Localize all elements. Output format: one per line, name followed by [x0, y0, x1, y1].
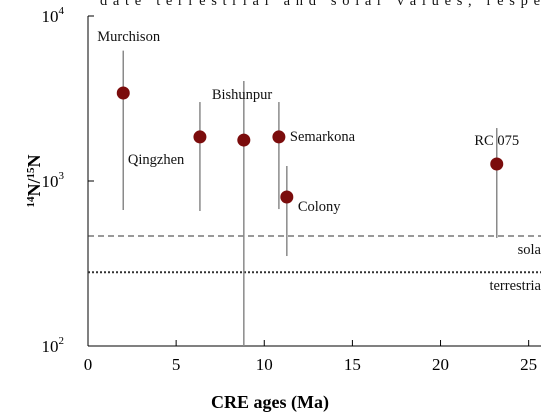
y-axis-label: 14N/15N — [24, 155, 44, 208]
reference-label: terrestria — [489, 278, 541, 294]
y-tick-base: 10 — [42, 172, 59, 191]
x-tick-label: 10 — [256, 355, 273, 374]
x-axis-label: CRE ages (Ma) — [211, 392, 329, 413]
y-tick-exponent: 3 — [59, 170, 65, 182]
x-tick-label: 20 — [432, 355, 449, 374]
data-point — [116, 86, 130, 100]
x-tick-label: 0 — [84, 355, 93, 374]
x-tick-label: 25 — [520, 355, 537, 374]
x-tick-label: 5 — [172, 355, 181, 374]
y-label-part: N/ — [24, 178, 44, 197]
reference-label: sola — [518, 242, 541, 258]
y-tick-exponent: 4 — [59, 5, 65, 17]
caption-fragment: date terrestrial and solar values, respe — [100, 0, 540, 9]
data-point — [280, 190, 294, 204]
point-label: Qingzhen — [128, 152, 185, 168]
data-point — [490, 157, 504, 171]
y-label-sup: 14 — [25, 196, 37, 208]
y-tick-base: 10 — [42, 7, 59, 26]
point-label: Murchison — [97, 29, 161, 45]
point-label: Colony — [298, 199, 341, 215]
y-tick-exponent: 2 — [59, 335, 65, 347]
y-label-sup: 15 — [25, 167, 37, 179]
y-label-part: N — [24, 155, 44, 168]
data-point — [193, 130, 207, 144]
data-point — [272, 130, 286, 144]
data-point — [237, 133, 251, 147]
y-tick-label: 102 — [42, 335, 65, 356]
x-tick-label: 15 — [344, 355, 361, 374]
y-tick-base: 10 — [42, 337, 59, 356]
point-label: RC 075 — [474, 133, 519, 149]
point-label: Semarkona — [290, 129, 356, 145]
point-label: Bishunpur — [212, 87, 273, 103]
y-tick-label: 104 — [42, 5, 65, 26]
y-tick-label: 103 — [42, 170, 65, 191]
